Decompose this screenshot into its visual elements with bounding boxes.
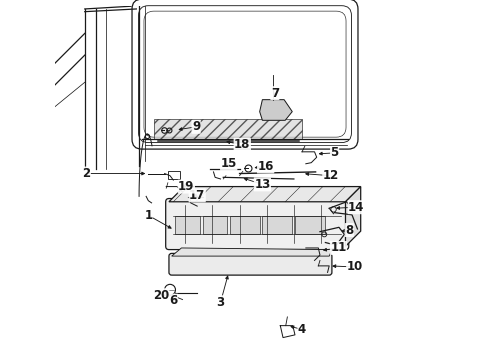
Text: 14: 14 bbox=[348, 201, 365, 214]
Polygon shape bbox=[345, 186, 361, 246]
Text: 4: 4 bbox=[298, 323, 306, 336]
Text: 1: 1 bbox=[144, 209, 152, 222]
Text: 3: 3 bbox=[217, 296, 224, 309]
Text: 15: 15 bbox=[220, 157, 237, 170]
Text: 16: 16 bbox=[257, 160, 274, 173]
Text: 10: 10 bbox=[346, 261, 363, 274]
Text: 8: 8 bbox=[345, 224, 353, 237]
Text: 12: 12 bbox=[323, 169, 339, 182]
Bar bbox=[230, 216, 260, 234]
Text: 20: 20 bbox=[153, 289, 169, 302]
Polygon shape bbox=[169, 186, 361, 202]
Text: 19: 19 bbox=[178, 180, 195, 193]
Polygon shape bbox=[260, 100, 292, 120]
FancyBboxPatch shape bbox=[166, 198, 349, 249]
Text: 11: 11 bbox=[330, 242, 346, 255]
Text: 6: 6 bbox=[169, 294, 177, 307]
Text: 9: 9 bbox=[192, 120, 200, 133]
Polygon shape bbox=[172, 248, 332, 256]
Bar bbox=[175, 216, 200, 234]
Text: 17: 17 bbox=[189, 189, 205, 202]
Text: 18: 18 bbox=[234, 138, 250, 151]
Text: 5: 5 bbox=[330, 147, 339, 159]
FancyBboxPatch shape bbox=[169, 253, 332, 275]
Bar bbox=[168, 171, 180, 179]
Text: 13: 13 bbox=[254, 178, 270, 191]
Text: 7: 7 bbox=[271, 87, 279, 100]
Text: 2: 2 bbox=[82, 167, 91, 180]
Polygon shape bbox=[154, 119, 302, 139]
Bar bbox=[295, 216, 325, 234]
Bar bbox=[203, 216, 227, 234]
Bar bbox=[262, 216, 292, 234]
